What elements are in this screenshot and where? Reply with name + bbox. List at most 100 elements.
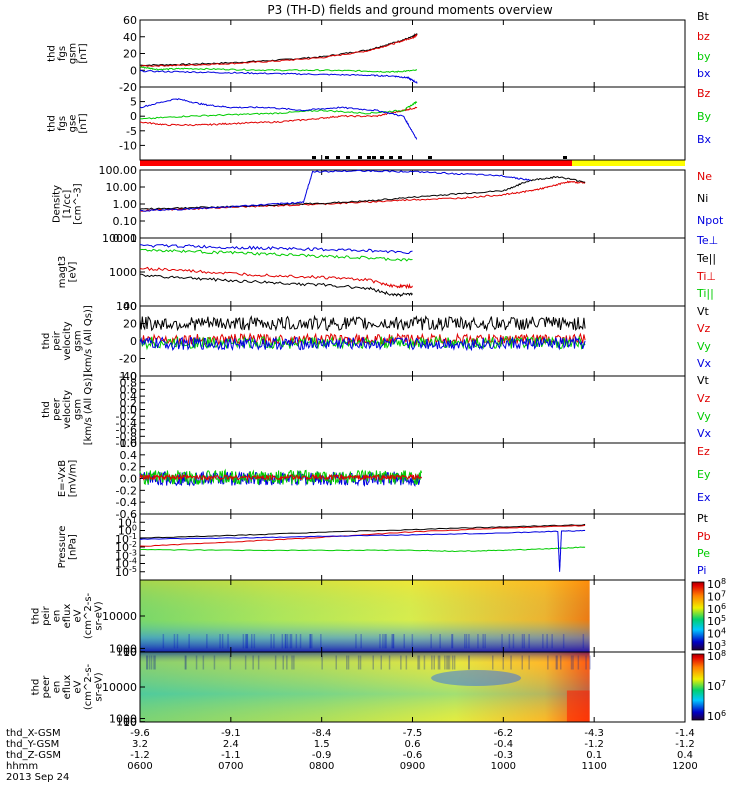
heatmap-stripe-1	[542, 634, 544, 649]
ytick-label-5: 0.0	[120, 404, 138, 417]
heatmap-stripe-21	[582, 634, 585, 649]
colorbar-tick-5: 103	[707, 639, 726, 653]
heatmap-stripe-27	[273, 634, 275, 649]
ylabel-line-0: thd	[41, 333, 52, 350]
ytick-label-1: 1000	[109, 713, 137, 726]
ytick-label-0: 0.6	[120, 437, 138, 450]
heatmap-hot-corner	[566, 690, 590, 722]
ytick-label-3: 0.4	[120, 390, 138, 403]
heatmap-stripe-10	[284, 634, 287, 649]
ytick-label-1: 100	[118, 524, 137, 538]
colorbar	[691, 653, 705, 721]
legend-bz: bz	[697, 30, 710, 43]
x-axis-annotation: thd_X-GSM -9.6 -9.1 -8.4 -7.5 -6.2 -4.3 -1.4 thd…	[6, 728, 698, 783]
heatmap-stripe-18	[335, 655, 337, 670]
xaxis-row-1-value-1: 2.4	[223, 739, 239, 750]
ytick-label-0: 100.00	[99, 164, 138, 177]
xaxis-row-2-value-6: 0.4	[677, 750, 693, 761]
series-Pb	[139, 524, 586, 547]
panel-peir_velocity: 40 20 0 -20 -40 thd peir velocity gsm [km/s (All …	[41, 300, 712, 383]
series-Ti⊥	[139, 266, 413, 290]
heatmap-stripe-31	[221, 634, 224, 649]
heatmap-stripe-13	[468, 655, 470, 670]
heatmap-stripe-0	[195, 655, 198, 670]
panel-frame	[139, 86, 686, 161]
ytick-label-2: 10-1	[115, 532, 137, 546]
heatmap-stripe-48	[281, 634, 284, 649]
legend-Bz: Bz	[697, 87, 711, 100]
ylabel-line-0: E=-VxB	[57, 460, 68, 497]
mode-tick-3	[346, 156, 350, 159]
panel-peer_velocity: 1.00.80.60.40.20.0-0.2-0.4-0.6-0.8-1.0th…	[41, 370, 712, 450]
heatmap-stripe-34	[252, 655, 254, 670]
series-Vy	[139, 335, 586, 351]
heatmap-stripe-28	[528, 634, 530, 649]
heatmap-stripe-35	[148, 655, 151, 670]
ytick-label-4: -20	[119, 81, 137, 94]
panel-fgs_dsl: 50 -5-10 thd fgs gse [nT] Bz By Bx	[46, 86, 712, 161]
ylabel-line-2: velocity	[62, 321, 73, 360]
ytick-label-3: 0	[130, 64, 137, 77]
heatmap-stripe-51	[150, 655, 153, 670]
xaxis-row-label-1: thd_Y-GSM	[6, 739, 59, 750]
xaxis-row-0-value-5: -4.3	[584, 728, 604, 739]
ylabel-line-0: magt3	[57, 256, 68, 289]
heatmap-stripe-52	[295, 634, 298, 649]
ytick-label-2: 100	[116, 300, 137, 313]
legend-Ti||: Ti||	[696, 287, 714, 300]
heatmap-stripe-31	[468, 655, 470, 670]
heatmap-stripe-16	[320, 634, 322, 649]
xaxis-date: 2013 Sep 24	[6, 772, 69, 783]
heatmap-stripe-26	[521, 634, 524, 649]
ylabel-line-0: thd	[41, 401, 52, 418]
heatmap-stripe-36	[437, 655, 440, 670]
heatmap-stripe-35	[562, 634, 565, 649]
heatmap-stripe-38	[299, 634, 302, 649]
ytick-label-2: 20	[123, 48, 137, 61]
heatmap-stripe-30	[257, 655, 260, 670]
colorbar-tick-1: 107	[707, 589, 726, 603]
heatmap-stripe-41	[154, 655, 156, 670]
xaxis-row-3-value-3: 0900	[400, 761, 425, 772]
series-bx	[139, 69, 418, 84]
ylabel-line-1: peir	[52, 330, 63, 350]
ytick-label-6: 10-5	[115, 565, 137, 579]
heatmap-stripe-32	[512, 634, 515, 649]
series-Bt	[139, 32, 418, 67]
ytick-label-2: 0.6	[120, 383, 138, 396]
ylabel-line-0: Density	[52, 185, 63, 223]
heatmap-stripe-55	[430, 634, 432, 649]
ylabel-line-5: (cm^2-s-	[83, 663, 94, 710]
ylabel-line-1: peir	[41, 605, 52, 625]
heatmap-stripe-39	[282, 655, 284, 670]
series-Pi	[139, 529, 586, 572]
heatmap-stripe-46	[285, 634, 287, 649]
series-Vx	[139, 335, 586, 352]
colorbar-tick-4: 104	[707, 627, 726, 641]
legend-Ni: Ni	[697, 192, 708, 205]
panel-frame	[139, 375, 686, 444]
series-By	[139, 100, 418, 120]
heatmap-stripe-56	[385, 634, 387, 649]
panel-frame	[139, 19, 686, 88]
ylabel-line-6: sr-eV)	[94, 672, 105, 701]
ylabel-line-5: (cm^2-s-	[83, 592, 94, 639]
heatmap-stripe-11	[184, 655, 186, 670]
ylabel-line-3: eflux	[62, 604, 73, 629]
ylabel-line-1: fgs	[57, 116, 68, 131]
ytick-label-1: 0.4	[120, 449, 138, 462]
mode-tick-7	[380, 156, 384, 159]
ytick-label-3: -20	[119, 353, 137, 366]
xaxis-row-label-3: hhmm	[6, 761, 38, 772]
ytick-label-2: 1.00	[113, 198, 138, 211]
heatmap-stripe-30	[379, 634, 381, 649]
ylabel-line-3: gsm	[73, 330, 84, 351]
mode-tick-4	[358, 156, 362, 159]
ylabel-line-0: thd	[31, 608, 42, 625]
xaxis-row-label-0: thd_X-GSM	[6, 728, 61, 739]
legend-bx: bx	[697, 67, 711, 80]
heatmap-stripe-57	[162, 634, 165, 649]
ytick-label-3: 10	[123, 646, 137, 659]
